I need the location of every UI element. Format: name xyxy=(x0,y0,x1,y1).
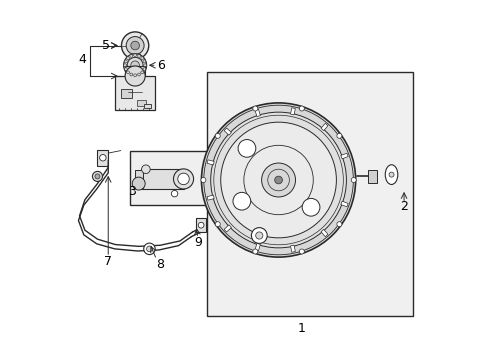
Circle shape xyxy=(133,74,136,77)
Circle shape xyxy=(171,190,178,197)
Circle shape xyxy=(130,73,132,76)
Bar xyxy=(340,201,347,207)
Circle shape xyxy=(350,177,356,183)
Circle shape xyxy=(124,60,127,63)
Circle shape xyxy=(141,57,143,59)
Circle shape xyxy=(126,37,144,54)
Circle shape xyxy=(123,54,146,77)
Circle shape xyxy=(127,57,142,73)
Circle shape xyxy=(146,246,152,252)
Circle shape xyxy=(142,68,145,71)
Circle shape xyxy=(252,249,257,254)
Circle shape xyxy=(274,176,282,184)
Bar xyxy=(97,149,108,166)
Circle shape xyxy=(95,174,100,179)
Bar xyxy=(340,153,347,159)
Circle shape xyxy=(302,198,319,216)
Circle shape xyxy=(124,68,127,71)
Circle shape xyxy=(299,249,304,254)
Bar xyxy=(290,108,295,115)
Ellipse shape xyxy=(385,165,397,184)
Text: 6: 6 xyxy=(157,59,165,72)
Circle shape xyxy=(125,66,145,86)
Circle shape xyxy=(137,73,140,76)
Bar xyxy=(135,170,142,188)
Circle shape xyxy=(210,112,346,248)
Circle shape xyxy=(141,71,143,74)
Circle shape xyxy=(198,222,203,228)
Circle shape xyxy=(261,163,295,197)
Text: 3: 3 xyxy=(127,185,135,198)
Bar xyxy=(129,151,208,205)
Circle shape xyxy=(388,172,393,177)
Circle shape xyxy=(232,192,250,210)
Text: 2: 2 xyxy=(399,201,407,213)
Circle shape xyxy=(137,54,140,57)
Circle shape xyxy=(143,243,155,255)
Circle shape xyxy=(142,60,145,63)
Bar xyxy=(206,160,214,165)
Circle shape xyxy=(100,154,106,161)
Bar xyxy=(255,243,260,251)
Bar xyxy=(144,104,151,108)
Circle shape xyxy=(178,173,189,185)
Circle shape xyxy=(132,177,145,190)
Text: 1: 1 xyxy=(297,322,305,335)
Circle shape xyxy=(123,64,126,67)
Circle shape xyxy=(126,57,129,59)
Circle shape xyxy=(252,106,257,111)
Circle shape xyxy=(173,169,193,189)
Circle shape xyxy=(215,222,220,227)
Circle shape xyxy=(220,122,336,238)
Circle shape xyxy=(131,61,139,69)
Circle shape xyxy=(142,165,150,174)
Circle shape xyxy=(133,54,136,57)
Text: 4: 4 xyxy=(78,53,86,66)
Circle shape xyxy=(126,71,129,74)
Bar xyxy=(290,245,295,252)
Bar xyxy=(224,225,231,232)
Bar xyxy=(224,128,231,135)
Circle shape xyxy=(131,41,139,50)
Bar xyxy=(196,219,206,232)
Circle shape xyxy=(238,140,255,157)
Bar xyxy=(137,100,145,107)
Bar xyxy=(367,170,376,183)
Bar xyxy=(206,195,214,200)
Bar xyxy=(206,72,412,316)
Bar xyxy=(121,89,131,98)
Circle shape xyxy=(92,171,102,181)
Bar xyxy=(140,169,183,189)
Circle shape xyxy=(336,222,341,227)
Bar xyxy=(321,229,327,237)
Circle shape xyxy=(336,133,341,138)
Circle shape xyxy=(143,64,146,67)
Bar xyxy=(115,76,155,110)
Circle shape xyxy=(201,103,355,257)
Circle shape xyxy=(121,32,148,59)
Circle shape xyxy=(130,54,132,57)
Text: 9: 9 xyxy=(194,236,202,249)
Circle shape xyxy=(299,106,304,111)
Text: 5: 5 xyxy=(102,39,110,52)
Circle shape xyxy=(215,133,220,138)
Bar xyxy=(321,123,327,131)
Bar xyxy=(125,66,145,76)
Text: 8: 8 xyxy=(156,258,164,271)
Circle shape xyxy=(201,177,205,183)
Text: 7: 7 xyxy=(104,255,112,268)
Circle shape xyxy=(251,228,266,243)
Bar xyxy=(255,109,260,117)
Circle shape xyxy=(255,232,263,239)
